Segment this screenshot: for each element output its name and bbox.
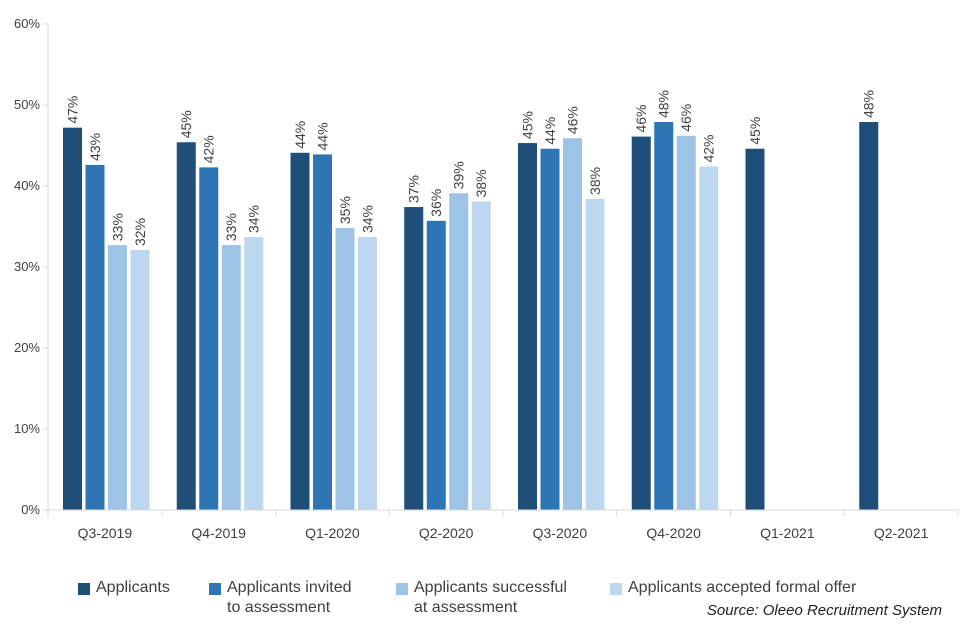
bar <box>676 135 696 510</box>
data-label: 45% <box>747 117 763 145</box>
source-note: Source: Oleeo Recruitment System <box>706 602 942 619</box>
bar <box>745 148 765 511</box>
bar <box>471 201 491 510</box>
y-tick-label: 40% <box>14 178 40 193</box>
data-label: 44% <box>315 122 331 150</box>
bar <box>358 237 377 510</box>
bar <box>130 249 150 511</box>
legend-line: at assessment <box>414 599 518 616</box>
data-label: 38% <box>587 167 603 195</box>
x-tick-label: Q1-2020 <box>305 525 360 541</box>
legend-item-applicants: Applicants <box>78 578 256 598</box>
legend-item-successful: Applicants successful at assessment <box>396 578 574 618</box>
data-label: 45% <box>178 110 194 138</box>
x-tick-label: Q2-2021 <box>874 525 929 541</box>
legend-line: to assessment <box>227 599 331 616</box>
data-label: 42% <box>701 135 717 163</box>
bar <box>108 245 127 510</box>
data-label: 46% <box>633 105 649 133</box>
data-label: 36% <box>428 189 444 217</box>
data-label: 33% <box>110 213 126 241</box>
data-label: 37% <box>406 175 422 203</box>
x-tick-label: Q4-2019 <box>191 525 246 541</box>
bar <box>540 148 560 511</box>
legend-label: Applicants <box>96 578 256 598</box>
bar <box>631 136 651 510</box>
x-tick-label: Q1-2021 <box>760 525 815 541</box>
bar <box>176 142 196 510</box>
data-label: 38% <box>473 169 489 197</box>
data-label: 34% <box>360 205 376 233</box>
bar <box>518 143 537 510</box>
legend-label: Applicants accepted formal offer <box>628 578 928 598</box>
legend: Applicants Applicants invited to assessm… <box>78 578 938 626</box>
legend-line: Applicants accepted formal offer <box>628 579 857 596</box>
y-tick-label: 50% <box>14 97 40 112</box>
y-tick-label: 30% <box>14 259 40 274</box>
legend-swatch <box>396 583 408 595</box>
legend-line: Applicants invited <box>227 579 352 596</box>
legend-line: Applicants <box>96 579 170 596</box>
y-tick-label: 60% <box>14 16 40 31</box>
bar <box>221 245 241 510</box>
data-label: 39% <box>451 161 467 189</box>
data-label: 48% <box>656 90 672 118</box>
data-label: 33% <box>223 213 239 241</box>
legend-label: Applicants successful at assessment <box>414 578 574 618</box>
bar <box>859 122 879 510</box>
x-tick-label: Q3-2020 <box>533 525 588 541</box>
y-tick-label: 20% <box>14 340 40 355</box>
bar <box>85 164 105 510</box>
legend-swatch <box>78 583 90 595</box>
legend-item-accepted: Applicants accepted formal offer <box>610 578 928 598</box>
data-label: 44% <box>542 117 558 145</box>
data-label: 44% <box>292 121 308 149</box>
data-label: 48% <box>861 90 877 118</box>
data-label: 46% <box>678 104 694 132</box>
y-axis: 0% 10% 20% 30% 40% 50% 60% <box>14 16 49 517</box>
data-label: 42% <box>201 135 217 163</box>
x-tick-label: Q2-2020 <box>419 525 474 541</box>
legend-item-invited: Applicants invited to assessment <box>209 578 387 618</box>
bar <box>244 237 264 510</box>
x-axis: Q3-2019 Q4-2019 Q1-2020 Q2-2020 Q3-2020 Q4-20… <box>47 509 959 541</box>
bar <box>699 166 719 510</box>
bar <box>199 167 219 510</box>
data-labels: 47% 45% 44% 37% 45% 46% 45% 48% 43% 42% 44% 36% 44% 4… <box>65 90 877 246</box>
data-label: 45% <box>520 111 536 139</box>
bar <box>404 207 424 510</box>
bar <box>654 122 674 510</box>
x-tick-label: Q4-2020 <box>646 525 701 541</box>
legend-swatch <box>209 583 221 595</box>
bar <box>290 152 310 511</box>
bar <box>563 138 582 510</box>
bar <box>335 228 355 510</box>
y-tick-label: 0% <box>21 502 40 517</box>
data-label: 32% <box>132 218 148 246</box>
data-label: 35% <box>337 196 353 224</box>
data-label: 43% <box>87 133 103 161</box>
y-tick-label: 10% <box>14 421 40 436</box>
bars <box>63 122 879 511</box>
bar <box>426 220 446 510</box>
legend-label: Applicants invited to assessment <box>227 578 387 618</box>
bar <box>63 127 82 511</box>
bar <box>313 154 332 510</box>
data-label: 34% <box>246 205 262 233</box>
bar <box>449 193 469 511</box>
bar <box>585 198 605 510</box>
data-label: 46% <box>565 106 581 134</box>
data-label: 47% <box>65 96 81 124</box>
x-tick-label: Q3-2019 <box>78 525 133 541</box>
legend-swatch <box>610 583 622 595</box>
legend-line: Applicants successful <box>414 579 567 596</box>
